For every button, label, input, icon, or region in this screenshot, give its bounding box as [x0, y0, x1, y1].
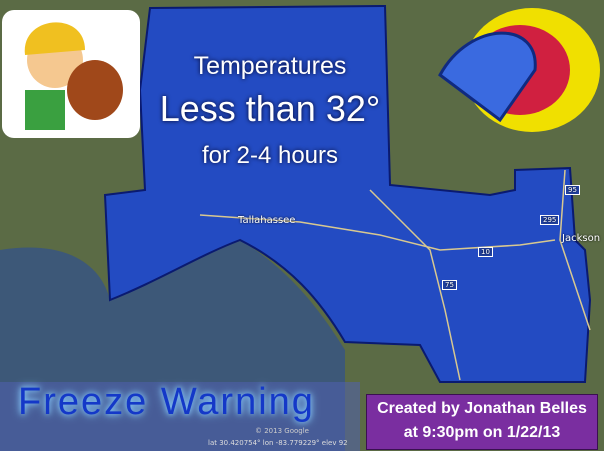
interstate-75-road — [369, 189, 461, 381]
credit-line2: at 9:30pm on 1/22/13 — [403, 424, 561, 441]
freeze-warning-title: Freeze Warning — [18, 381, 315, 423]
freeze-warning-area — [103, 4, 592, 383]
headline-line3: for 2-4 hours — [201, 142, 339, 169]
headline-line2: Less than 32° — [159, 88, 381, 129]
map-coordinates: lat 30.420754° lon -83.779229° elev 92 — [208, 439, 348, 447]
interstate-95-shield: 95 — [565, 185, 580, 195]
interstate-10-shield: 10 — [478, 247, 493, 257]
city-label-jackson: Jackson — [562, 233, 601, 244]
interstate-75-shield: 75 — [442, 280, 457, 290]
interstate-295-shield: 295 — [540, 215, 560, 225]
credit-box: Created by Jonathan Belles at 9:30pm on … — [366, 394, 598, 450]
title-banner — [0, 382, 360, 451]
interstate-95-road — [559, 169, 591, 331]
girl-with-dog-clipart — [2, 10, 140, 138]
map-copyright: © 2013 Google — [255, 427, 309, 435]
city-label-tallahassee: Tallahassee — [238, 215, 296, 226]
credit-line1: Created by Jonathan Belles — [377, 400, 587, 417]
freeze-icon-clipart — [438, 8, 600, 132]
headline-line1: Temperatures — [193, 52, 347, 80]
interstate-10-road — [199, 214, 556, 251]
